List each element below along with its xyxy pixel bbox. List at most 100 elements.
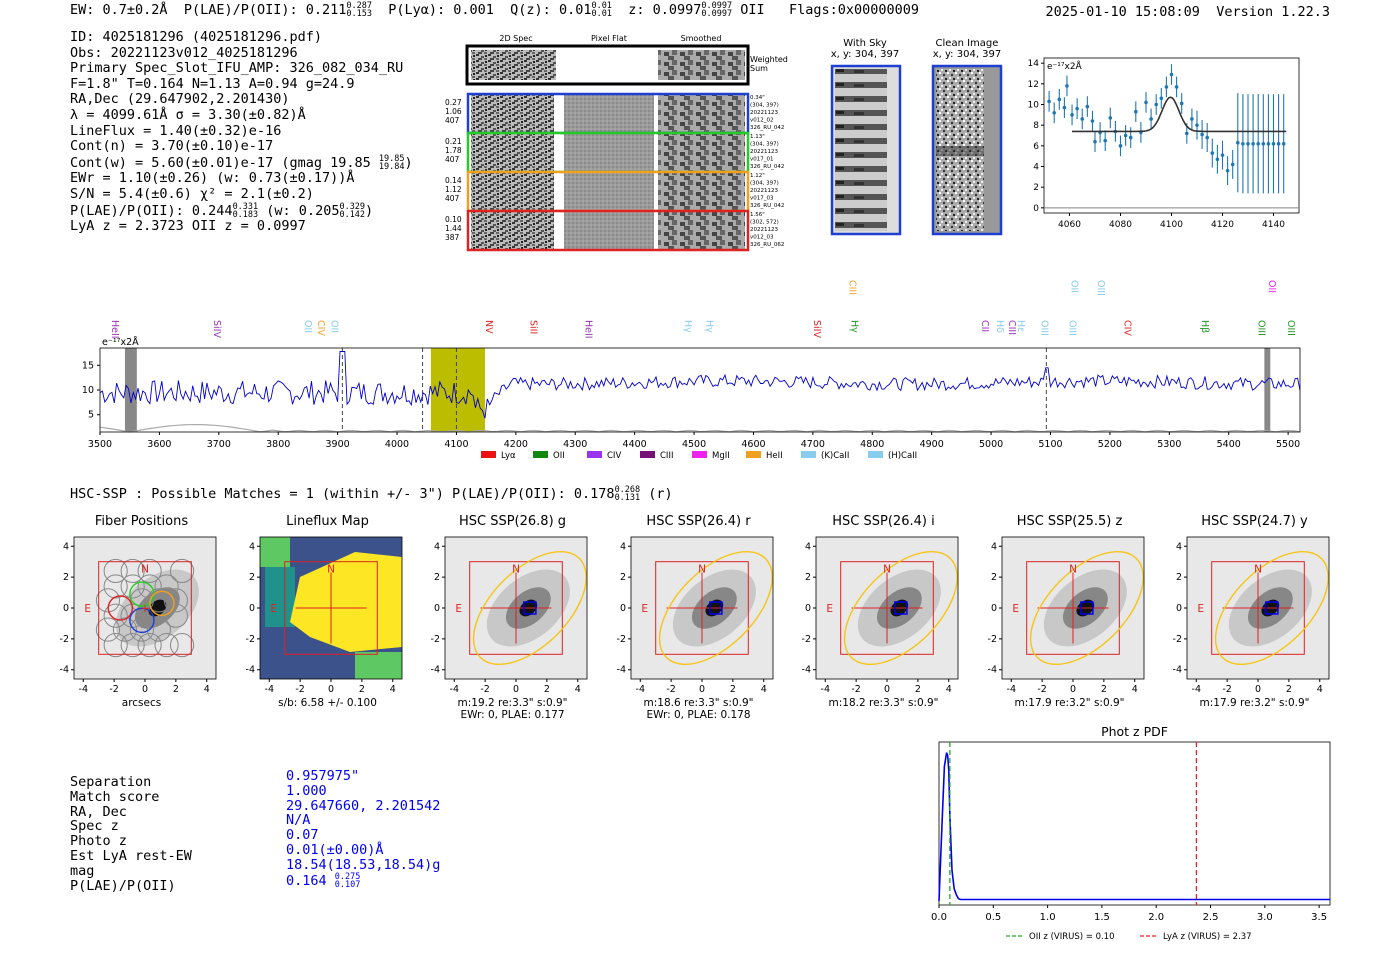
north-label: N: [141, 564, 149, 576]
flags-value: Flags:0x00000009: [789, 2, 920, 18]
y-tick-label: 4: [991, 541, 997, 552]
data-point: [1230, 162, 1235, 167]
aperture-box: [655, 561, 749, 655]
data-point: [1103, 138, 1107, 143]
x-tick-label: 2: [915, 684, 921, 695]
spec2d-row-stat: 1.44: [445, 224, 462, 233]
data-point: [1246, 141, 1250, 146]
fiber-circle: [137, 574, 162, 599]
x-tick-label: -4: [79, 684, 88, 695]
legend-entry: CIII: [660, 451, 673, 461]
match-key: mag: [70, 862, 95, 879]
y-tick-label: -2: [802, 634, 811, 645]
full-spectrum-plot: 3500 3600 3700 3800 3900 4000 4100 4200 4300 4400…: [82, 280, 1301, 461]
x-tick-label: 4: [1132, 684, 1138, 695]
x-tick-label: 0: [513, 684, 519, 695]
emission-line-label: Hε: [1015, 320, 1026, 332]
with-sky-title: With Sky x, y: 304, 397: [830, 38, 900, 60]
east-label: E: [455, 603, 462, 615]
svg-text:OIII: OIII: [1285, 320, 1296, 336]
x-tick-label: 0: [142, 684, 148, 695]
x-tick-label: 4060: [1058, 220, 1081, 230]
spec2d-row-meta: 20221123: [750, 149, 778, 155]
x-tick-label: 2.0: [1148, 912, 1164, 923]
x-tick-label: 0: [328, 684, 334, 695]
info-obs: Obs: 20221123v012_4025181296: [70, 44, 298, 61]
east-label: E: [1197, 603, 1204, 615]
legend-swatch: [587, 451, 602, 458]
emission-line-label: SiIV: [211, 320, 222, 338]
legend-entry: CIV: [607, 451, 621, 461]
spec2d-row-frame: [466, 209, 750, 252]
data-point: [1266, 141, 1271, 146]
info-sn: S/N = 5.4(±0.6) χ² = 2.1(±0.2): [70, 185, 314, 202]
aperture-ellipse: [1214, 550, 1329, 666]
fiber-circle: [146, 617, 171, 642]
y-tick-label: -4: [431, 665, 440, 676]
emission-line-label: SiII: [528, 320, 539, 334]
x-tick-label: 4700: [801, 439, 825, 450]
clean-image: [931, 64, 1003, 236]
spec2d-row-meta: 1.56": [750, 212, 765, 218]
svg-text:Hγ: Hγ: [704, 320, 715, 333]
y-tick-label: 4: [620, 541, 626, 552]
info-radec: RA,Dec (29.647902,2.201430): [70, 91, 290, 108]
info-lineflux: LineFlux = 1.40(±0.32)e-16: [70, 122, 282, 139]
cutout-6: HSC SSP(25.5) z N E -4 -4 -2 -2 0 0 2 2 4 4 m:17.9 re…: [982, 514, 1157, 724]
svg-text:SiIV: SiIV: [811, 320, 822, 338]
north-label: N: [1254, 564, 1262, 576]
detection-info: ID: 4025181296 (4025181296.pdf) Obs: 202…: [70, 29, 413, 235]
y-tick-label: -4: [617, 665, 626, 676]
cutout-caption: m:17.9 re:3.2" s:0.9": [1014, 697, 1125, 709]
svg-text:CII: CII: [979, 320, 990, 332]
x-tick-label: 5500: [1276, 439, 1300, 450]
match-value: 0.164 0.275 0.107: [286, 871, 361, 890]
x-tick-label: 4900: [920, 439, 944, 450]
aperture-ellipse: [658, 550, 773, 666]
x-tick-label: 5400: [1217, 439, 1241, 450]
legend-entry: LyA z (VIRUS) = 2.37: [1163, 932, 1252, 942]
svg-text:OII: OII: [302, 320, 313, 333]
x-tick-label: 0: [699, 684, 705, 695]
data-point: [1195, 123, 1199, 127]
data-point: [1128, 135, 1133, 140]
spec2d-row-stat: 1.78: [445, 146, 462, 155]
match-value: 0.01(±0.00)Å: [286, 842, 384, 858]
data-point: [1093, 139, 1097, 144]
spec2d-row-meta: 326_RU_042: [750, 125, 784, 131]
x-tick-label: 4000: [385, 439, 409, 450]
with-sky-image: [830, 64, 902, 236]
info-plae: P(LAE)/P(OII): 0.244 0.331 0.183 (w: 0.205…: [70, 201, 374, 220]
y-tick-label: -4: [1173, 665, 1182, 676]
aperture-box: [1211, 561, 1305, 655]
east-label: E: [1012, 603, 1019, 615]
y-tick-label: 0: [249, 603, 255, 614]
y-tick-label: 0: [620, 603, 626, 614]
x-tick-label: 4600: [741, 439, 765, 450]
fiber-circle: [120, 558, 145, 584]
x-tick-label: -4: [265, 684, 274, 695]
match-value: 1.000: [286, 782, 327, 799]
emission-line-label: OII: [1266, 280, 1277, 293]
x-tick-label: 3500: [88, 439, 112, 450]
spec2d-row-meta: 20221123: [750, 110, 778, 116]
fiber-circle: [154, 632, 179, 658]
x-tick-label: 4: [1317, 684, 1323, 695]
data-point: [1200, 132, 1204, 137]
emission-line-label: SiIV: [811, 320, 822, 338]
spec2d-col-label: Pixel Flat: [591, 34, 627, 43]
cutout-title: HSC SSP(26.8) g: [458, 514, 567, 529]
fiber-circle: [120, 632, 145, 658]
match-value: 0.07: [286, 827, 319, 844]
line-fit-plot: 4060 4080 4100 4120 4140 0 2 4 6 8 10 12 14 e⁻¹⁷x2Å: [1028, 57, 1300, 230]
data-point: [1276, 141, 1281, 146]
aperture-box: [840, 561, 934, 655]
cutout-caption: s/b: 6.58 +/- 0.100: [278, 697, 377, 709]
data-point: [1108, 116, 1113, 120]
x-tick-label: 2: [1101, 684, 1107, 695]
match-key: Spec z: [70, 818, 119, 835]
legend-entry: MgII: [712, 451, 730, 461]
svg-text:OII: OII: [1266, 280, 1277, 293]
emission-line-label: OIII: [1039, 320, 1050, 336]
